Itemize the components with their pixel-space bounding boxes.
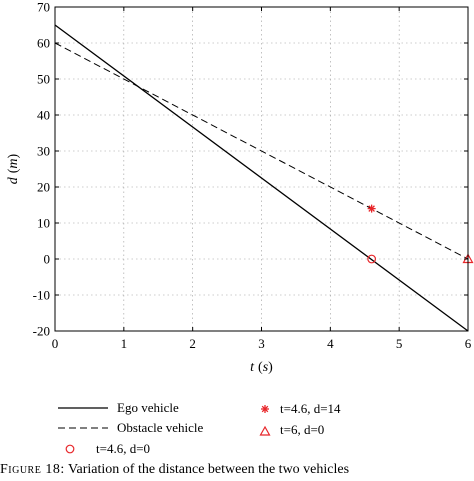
x-tick-label-1: 1: [121, 336, 128, 351]
y-tick-label-6: 40: [37, 108, 50, 123]
y-tick-label-7: 50: [37, 72, 50, 87]
x-tick-label-5: 5: [396, 336, 403, 351]
y-tick-label-5: 30: [37, 144, 50, 159]
marker-asterisk-1: [367, 204, 376, 213]
x-axis-unit: s: [263, 360, 269, 375]
y-axis-label: d(m): [6, 153, 21, 184]
y-tick-label-8: 60: [37, 36, 50, 51]
y-tick-label-1: -10: [33, 288, 50, 303]
x-axis-label: t (s): [250, 360, 273, 375]
series-line-1: [54, 42, 469, 260]
x-tick-label-4: 4: [327, 336, 334, 351]
x-tick-label-3: 3: [258, 336, 265, 351]
figure-number: Figure 18:: [0, 462, 65, 477]
y-tick-label-3: 10: [37, 216, 50, 231]
legend-ego-label: Ego vehicle: [117, 400, 179, 415]
series-lines: [54, 24, 469, 332]
data-markers: [367, 204, 474, 264]
x-tick-label-0: 0: [52, 336, 59, 351]
axis-ticks: 0 1 2 3 4 5 6 -20 -10 0 10 20 30 40 50 60 70: [33, 0, 472, 351]
figure-caption: Figure 18: Variation of the distance bet…: [0, 462, 474, 478]
legend-asterisk-glyph: [261, 405, 269, 413]
y-tick-label-0: -20: [33, 324, 50, 339]
legend-triangle-marker-icon: [259, 425, 271, 436]
x-axis-variable: t: [250, 360, 255, 375]
series-line-0: [54, 24, 469, 332]
y-axis-unit: m: [6, 158, 21, 168]
legend-circle-marker-icon: [65, 444, 75, 454]
distance-chart: 0 1 2 3 4 5 6 -20 -10 0 10 20 30 40 50 60 70 t (s) d(m) E…: [6, 0, 474, 456]
legend-asterisk-marker-icon: [261, 405, 269, 413]
figure-caption-text: Variation of the distance between the tw…: [67, 462, 350, 477]
legend-triangle-label: t=6, d=0: [280, 422, 324, 437]
legend: Ego vehicle Obstacle vehicle t=4.6, d=0 …: [58, 400, 341, 456]
legend-circle-label: t=4.6, d=0: [96, 441, 150, 456]
y-tick-label-2: 0: [44, 252, 51, 267]
y-tick-label-4: 20: [37, 180, 50, 195]
y-tick-label-9: 70: [37, 0, 50, 15]
legend-obstacle-label: Obstacle vehicle: [117, 420, 203, 435]
legend-asterisk-label: t=4.6, d=14: [280, 401, 341, 416]
marker-circle-0: [367, 254, 377, 264]
x-tick-label-6: 6: [465, 336, 472, 351]
grid: [55, 7, 468, 331]
x-tick-label-2: 2: [189, 336, 196, 351]
y-axis-variable: d: [6, 176, 21, 184]
